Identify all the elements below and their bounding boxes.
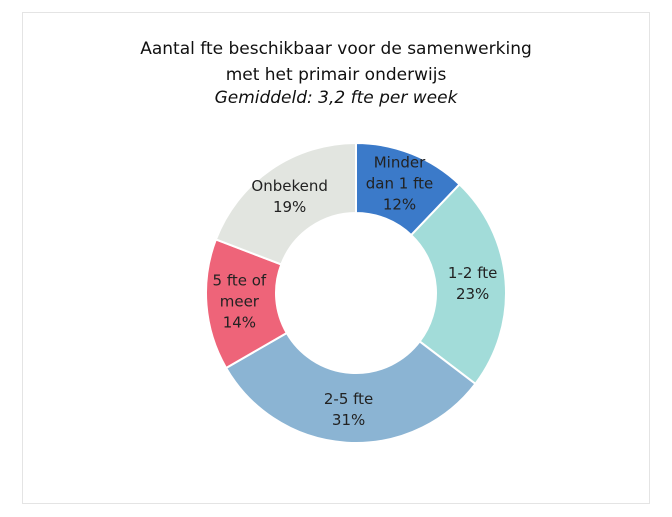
segment-label: Onbekend 19% (250, 176, 330, 218)
value-label: 19% (272, 197, 307, 216)
segment-label: Minder dan 1 fte 12% (360, 153, 438, 216)
category-label: 5 fte of meer (212, 271, 267, 311)
chart-subtitle: Gemiddeld: 3,2 fte per week (214, 88, 458, 108)
value-label: 23% (455, 284, 490, 303)
value-label: 31% (331, 410, 366, 429)
segment-label: 1-2 fte 23% (438, 263, 508, 305)
value-label: 14% (222, 313, 257, 332)
donut-segment (224, 331, 477, 444)
value-label: 12% (382, 195, 417, 214)
segment-label: 2-5 fte 31% (314, 389, 384, 431)
category-label: 2-5 fte (323, 389, 374, 408)
chart-title: Aantal fte beschikbaar voor de samenwerk… (140, 39, 532, 85)
category-label: 1-2 fte (447, 263, 498, 282)
card (22, 12, 650, 504)
donut-segment (214, 141, 357, 266)
category-label: Onbekend (251, 176, 328, 195)
donut-segment (409, 183, 507, 386)
segment-label: 5 fte of meer 14% (211, 271, 267, 334)
category-label: Minder dan 1 fte (365, 153, 434, 193)
